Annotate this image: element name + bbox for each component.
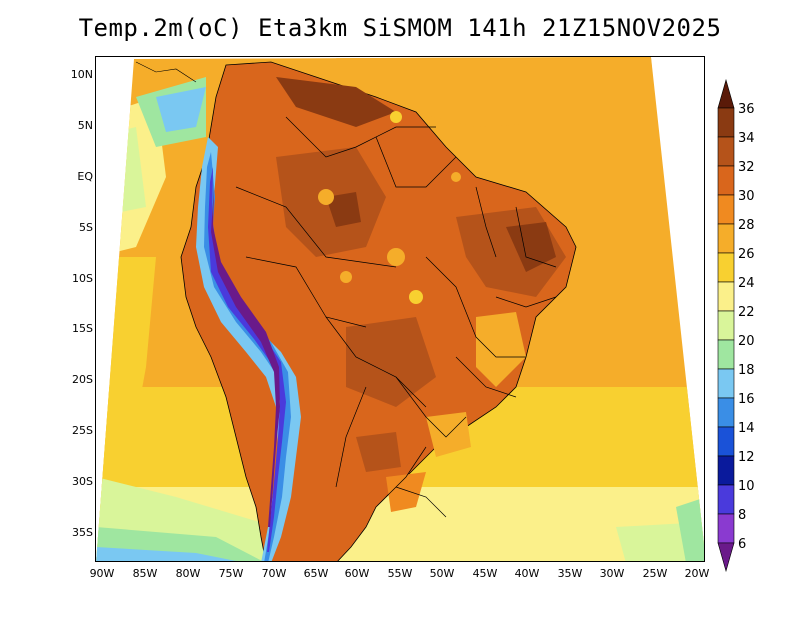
colorbar-label: 36	[738, 102, 755, 117]
lat-label: 25S	[72, 424, 93, 437]
colorbar-segment	[717, 426, 735, 457]
lon-label: 30W	[599, 567, 625, 580]
lon-label: 85W	[132, 567, 158, 580]
lon-label: 45W	[472, 567, 498, 580]
colorbar-label: 14	[738, 421, 755, 436]
colorbar-segment	[717, 339, 735, 370]
lon-label: 70W	[261, 567, 287, 580]
lat-label: 20S	[72, 373, 93, 386]
lon-label: 60W	[344, 567, 370, 580]
colorbar-label: 28	[738, 218, 755, 233]
colorbar-label: 10	[738, 479, 755, 494]
lat-label: 15S	[72, 322, 93, 335]
colorbar-label: 34	[738, 131, 755, 146]
colorbar-bottom-arrow	[717, 542, 735, 573]
colorbar-label: 6	[738, 537, 747, 552]
lat-label: 5S	[79, 221, 93, 234]
lon-label: 40W	[514, 567, 540, 580]
lat-label: 10N	[70, 68, 93, 81]
colorbar-label: 26	[738, 247, 755, 262]
colorbar-label: 20	[738, 334, 755, 349]
lon-label: 65W	[303, 567, 329, 580]
colorbar-segment	[717, 310, 735, 341]
colorbar-label: 24	[738, 276, 755, 291]
lat-label: 35S	[72, 526, 93, 539]
colorbar-label: 12	[738, 450, 755, 465]
lon-label: 55W	[387, 567, 413, 580]
lat-label: 30S	[72, 475, 93, 488]
lat-label: 10S	[72, 272, 93, 285]
colorbar-segment	[717, 281, 735, 312]
colorbar-segment	[717, 368, 735, 399]
colorbar-label: 30	[738, 189, 755, 204]
lon-label: 80W	[175, 567, 201, 580]
lon-label: 35W	[557, 567, 583, 580]
colorbar-label: 8	[738, 508, 747, 523]
colorbar-label: 32	[738, 160, 755, 175]
lon-label: 75W	[218, 567, 244, 580]
temperature-map	[96, 57, 704, 561]
lon-label: 25W	[642, 567, 668, 580]
lat-label: EQ	[77, 170, 93, 183]
colorbar-segment	[717, 223, 735, 254]
colorbar-segment	[717, 455, 735, 486]
lat-label: 5N	[77, 119, 93, 132]
colorbar-segment	[717, 136, 735, 167]
colorbar-label: 18	[738, 363, 755, 378]
colorbar-segment	[717, 252, 735, 283]
colorbar-segment	[717, 397, 735, 428]
map-plot-area	[95, 56, 705, 562]
lon-label: 20W	[684, 567, 710, 580]
colorbar-label: 16	[738, 392, 755, 407]
lon-label: 90W	[89, 567, 115, 580]
colorbar-segment	[717, 107, 735, 138]
colorbar-segment	[717, 484, 735, 515]
colorbar-segment	[717, 165, 735, 196]
colorbar-segment	[717, 194, 735, 225]
colorbar-top-arrow	[717, 78, 735, 109]
lon-label: 50W	[429, 567, 455, 580]
colorbar-segment	[717, 513, 735, 544]
colorbar-label: 22	[738, 305, 755, 320]
colorbar	[717, 78, 735, 573]
map-title: Temp.2m(oC) Eta3km SiSMOM 141h 21Z15NOV2…	[78, 14, 722, 42]
